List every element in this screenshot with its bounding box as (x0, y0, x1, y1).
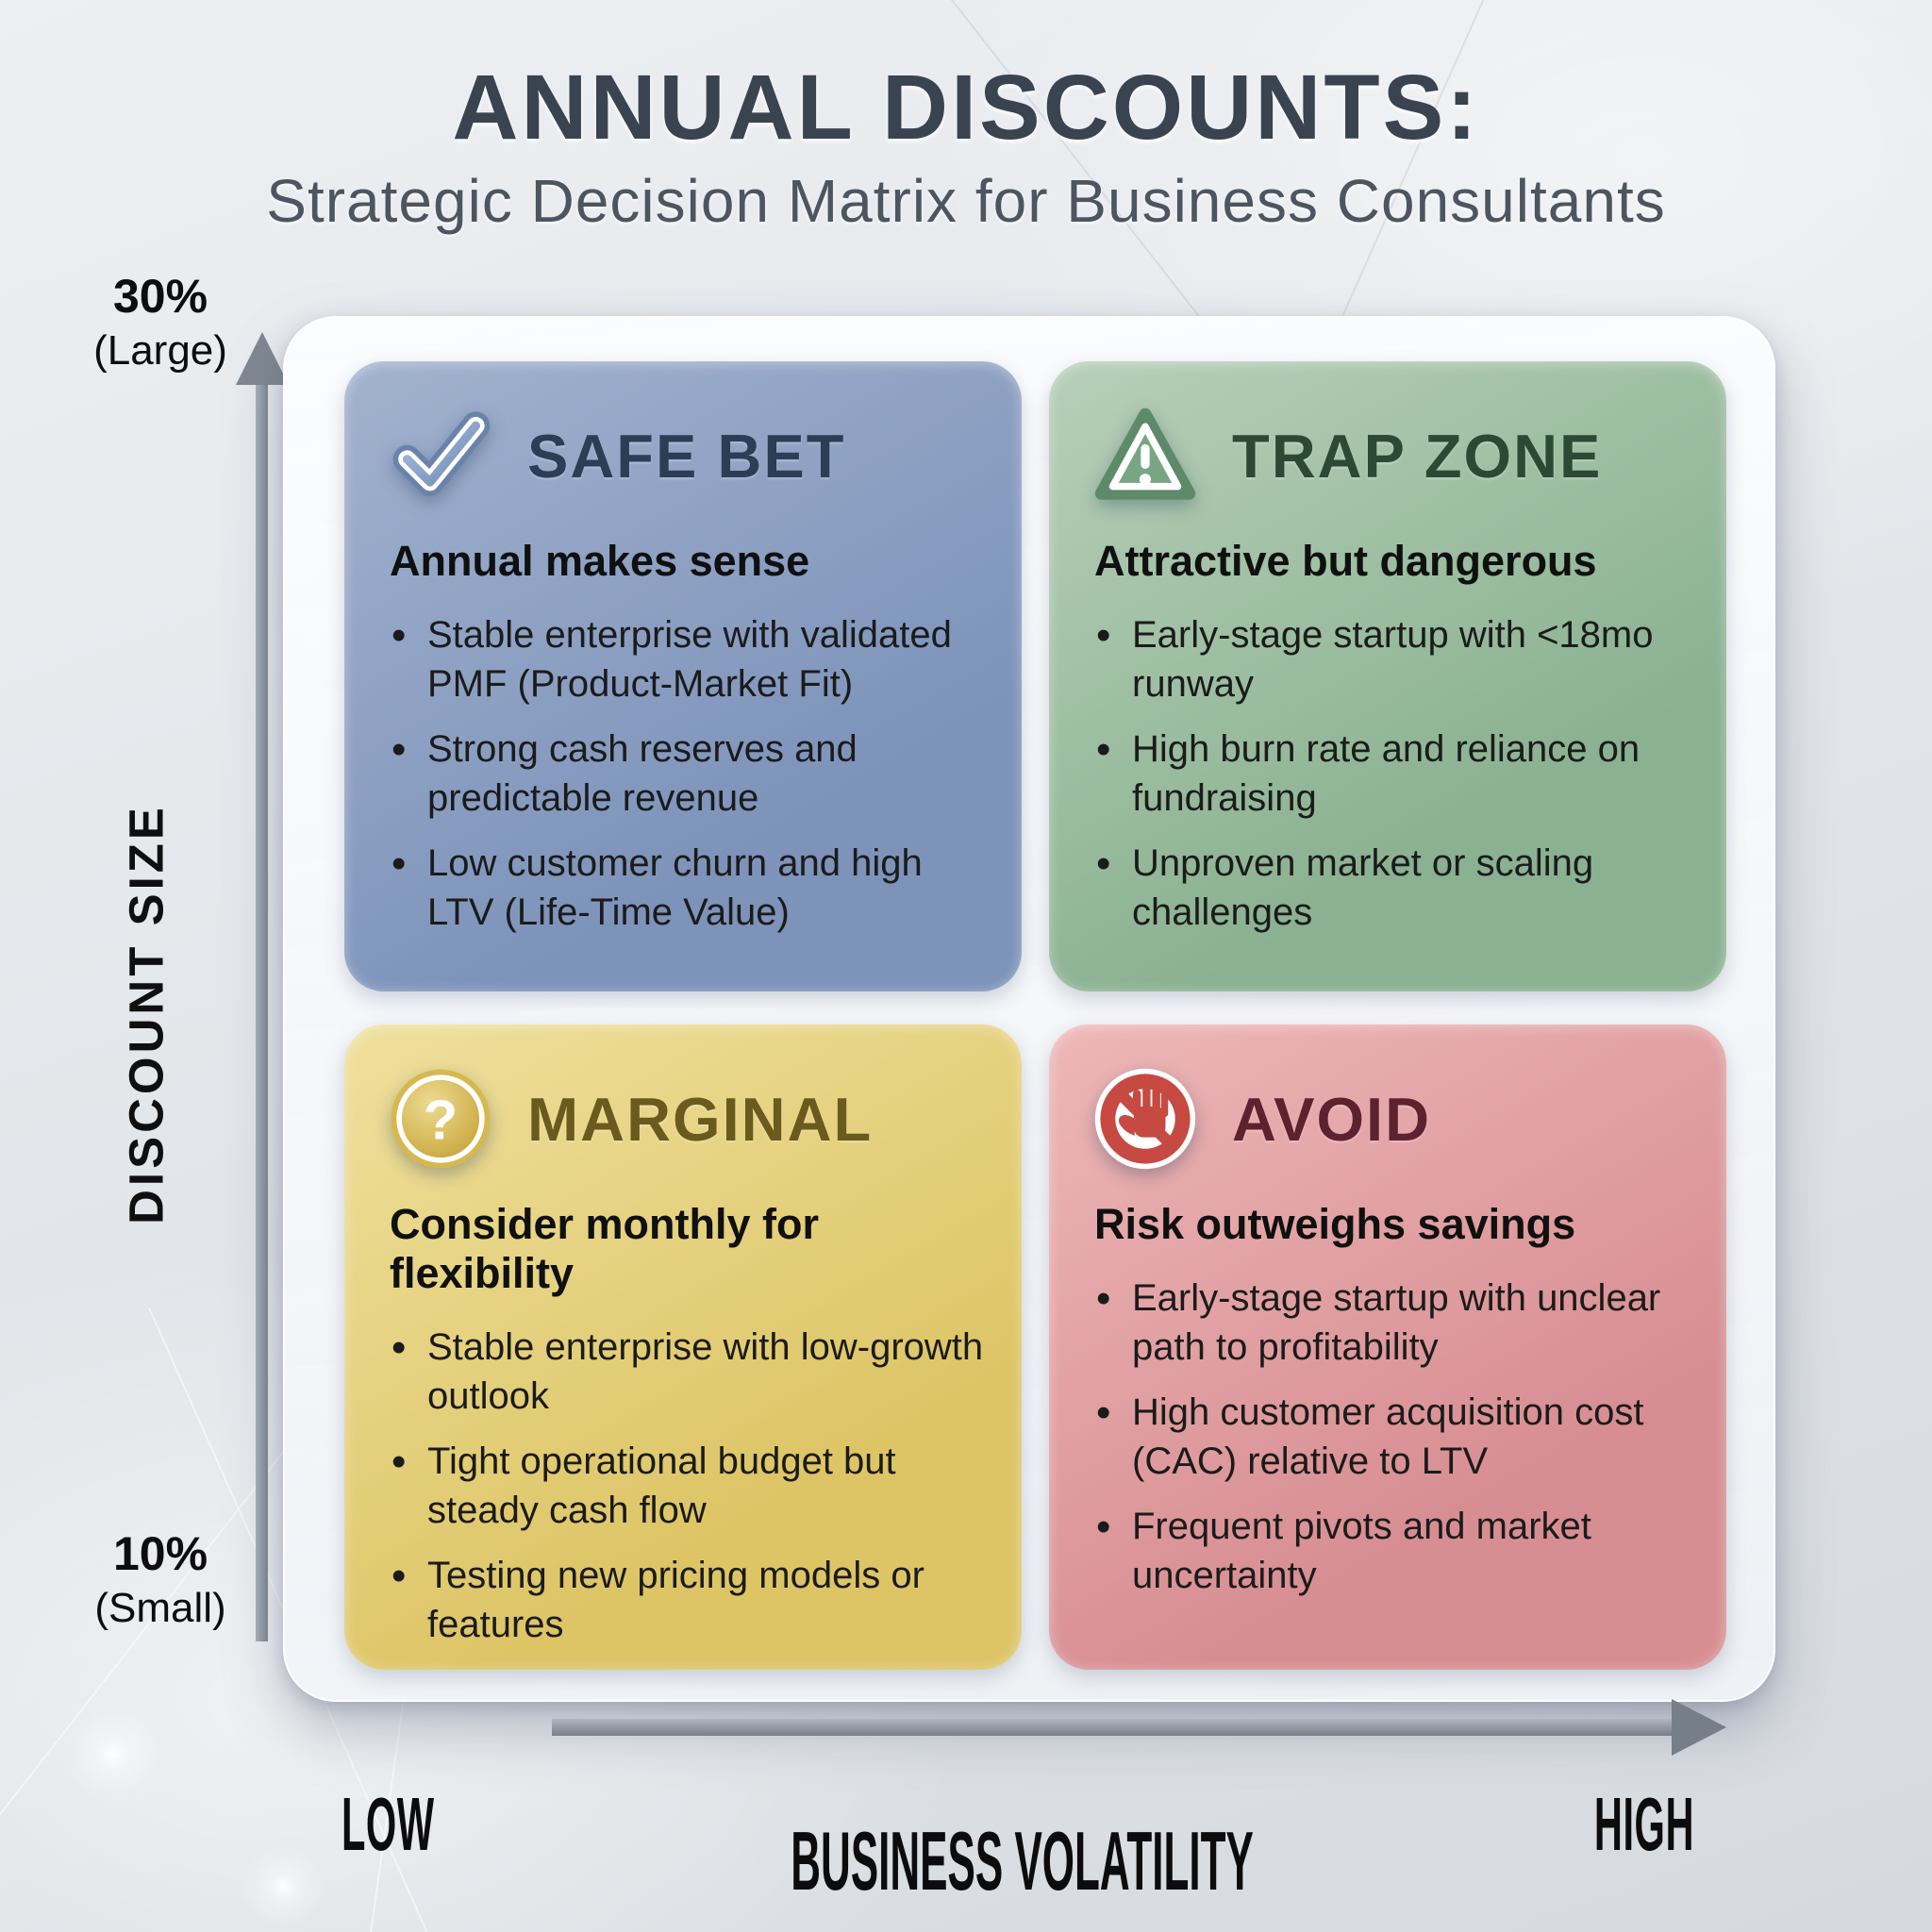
quadrant-header: TRAP ZONE (1049, 361, 1726, 508)
quadrant-bullet-list: Stable enterprise with low-growth outloo… (390, 1321, 993, 1649)
x-axis-title: BUSINESS VOLATILITY (791, 1814, 1255, 1907)
page-title: ANNUAL DISCOUNTS: (452, 56, 1480, 158)
quadrant-safe-bet: SAFE BET Annual makes sense Stable enter… (344, 361, 1022, 991)
y-axis-max-value: 30% (112, 270, 208, 323)
bullet-item: Strong cash reserves and predictable rev… (390, 723, 993, 823)
bullet-item: Low customer churn and high LTV (Life-Ti… (390, 837, 993, 937)
quadrant-avoid: AVOID Risk outweighs savings Early-stage… (1049, 1024, 1726, 1670)
quadrant-trap-zone: TRAP ZONE Attractive but dangerous Early… (1049, 361, 1726, 991)
x-axis-arrow-head (1672, 1699, 1726, 1756)
bullet-item: Frequent pivots and market uncertainty (1094, 1500, 1698, 1600)
stop-hand-icon (1092, 1066, 1198, 1172)
y-axis-max-caption: (Large) (93, 327, 227, 374)
bullet-item: Stable enterprise with low-growth outloo… (390, 1321, 993, 1421)
bullet-item: Early-stage startup with unclear path to… (1094, 1272, 1698, 1372)
quadrant-bullet-list: Stable enterprise with validated PMF (Pr… (390, 608, 993, 937)
quadrant-title: MARGINAL (527, 1084, 874, 1154)
quadrant-bullet-list: Early-stage startup with unclear path to… (1094, 1272, 1698, 1600)
page-subtitle: Strategic Decision Matrix for Business C… (266, 167, 1666, 235)
quadrant-header: ? MARGINAL (344, 1024, 1022, 1172)
quadrant-header: SAFE BET (344, 361, 1022, 508)
bullet-item: Unproven market or scaling challenges (1094, 837, 1698, 937)
x-axis-title-wrap: BUSINESS VOLATILITY (57, 1813, 1932, 1909)
y-axis-max-label: 30% (Large) (47, 269, 274, 375)
sparkle (57, 1698, 170, 1811)
bullet-item: High burn rate and reliance on fundraisi… (1094, 723, 1698, 823)
bullet-item: High customer acquisition cost (CAC) rel… (1094, 1386, 1698, 1486)
x-axis-arrow (552, 1719, 1679, 1736)
y-axis-min-label: 10% (Small) (47, 1526, 274, 1632)
bullet-item: Tight operational budget but steady cash… (390, 1435, 993, 1535)
quadrant-title: AVOID (1232, 1084, 1432, 1154)
quadrant-subtitle: Annual makes sense (390, 537, 810, 585)
bullet-item: Testing new pricing models or features (390, 1549, 993, 1649)
x-axis-low-label: LOW (341, 1782, 435, 1866)
quadrant-marginal: ? MARGINAL Consider monthly for flexibil… (344, 1024, 1022, 1670)
checkmark-icon (388, 403, 493, 508)
y-axis-arrow (256, 377, 268, 1641)
quadrant-header: AVOID (1049, 1024, 1726, 1172)
y-axis-title: DISCOUNT SIZE (119, 804, 174, 1224)
bullet-item: Stable enterprise with validated PMF (Pr… (390, 608, 993, 708)
quadrant-subtitle: Attractive but dangerous (1094, 537, 1597, 585)
svg-text:?: ? (424, 1088, 458, 1151)
x-axis-high-label: HIGH (1593, 1782, 1694, 1866)
y-axis-arrow-head (236, 332, 289, 385)
y-axis-min-caption: (Small) (94, 1585, 226, 1631)
question-icon: ? (388, 1066, 493, 1172)
bullet-item: Early-stage startup with <18mo runway (1094, 608, 1698, 708)
quadrant-subtitle: Consider monthly for flexibility (390, 1200, 820, 1297)
quadrant-bullet-list: Early-stage startup with <18mo runway Hi… (1094, 608, 1698, 937)
quadrant-subtitle: Risk outweighs savings (1094, 1200, 1576, 1248)
quadrant-title: SAFE BET (527, 421, 846, 491)
quadrant-title: TRAP ZONE (1232, 421, 1603, 491)
warning-icon (1092, 403, 1198, 508)
y-axis-min-value: 10% (112, 1527, 208, 1580)
